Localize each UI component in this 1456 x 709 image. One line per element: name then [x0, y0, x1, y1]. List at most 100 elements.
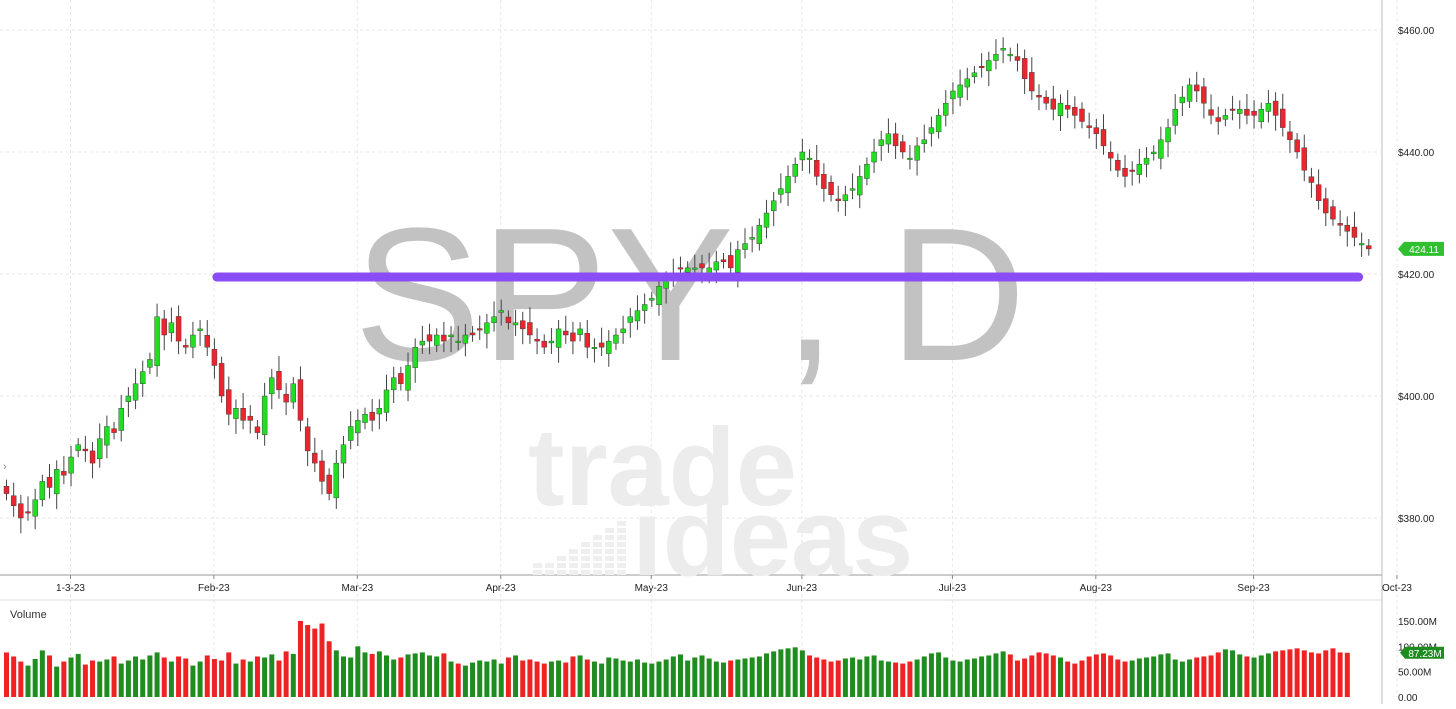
candle: [3, 479, 10, 501]
candle-body: [914, 145, 920, 161]
volume-bar: [670, 656, 676, 697]
volume-bar: [1115, 659, 1121, 697]
volume-bar: [591, 661, 597, 697]
trade-ideas-logo: trade ideas: [528, 406, 913, 599]
candle: [46, 464, 53, 499]
candle: [247, 405, 253, 434]
volume-bar: [584, 659, 590, 697]
volume-bar: [821, 659, 827, 697]
candle: [584, 320, 590, 359]
date-tick-label: Mar-23: [341, 583, 373, 594]
volume-bar: [462, 665, 468, 697]
candle: [986, 51, 992, 87]
candle-body: [1272, 100, 1279, 116]
candle-body: [383, 389, 390, 413]
logo-bar: [617, 556, 626, 561]
volume-bar: [455, 663, 461, 697]
candle: [778, 173, 784, 204]
candle-body: [978, 66, 985, 68]
candle: [835, 185, 841, 212]
volume-bar: [677, 654, 683, 697]
volume-bar: [75, 653, 81, 697]
volume-bar: [283, 651, 289, 697]
candle: [484, 313, 490, 349]
candle: [168, 307, 175, 342]
volume-bar: [1086, 656, 1092, 697]
candle-body: [97, 438, 103, 460]
volume-bar: [1079, 660, 1085, 697]
candle: [914, 137, 920, 176]
volume-bar: [1014, 660, 1020, 697]
candle: [290, 377, 296, 409]
logo-bar: [605, 535, 614, 540]
candle-body: [778, 188, 784, 195]
candle-body: [390, 377, 397, 391]
logo-bar: [605, 570, 614, 575]
candle-body: [1244, 109, 1250, 116]
candle: [900, 134, 906, 159]
volume-bar: [921, 656, 927, 697]
candle-body: [1194, 84, 1200, 92]
date-tick-label: Jul-23: [939, 583, 967, 594]
volume-bar: [1144, 657, 1150, 697]
candle-body: [247, 415, 253, 421]
volume-bar: [269, 654, 275, 697]
candle: [376, 399, 383, 430]
last-volume-tag: [1400, 646, 1444, 659]
candle-body: [1366, 245, 1372, 250]
candle-body: [333, 462, 340, 499]
candle: [140, 360, 146, 397]
candle: [1244, 94, 1250, 125]
candle-body: [1358, 243, 1365, 246]
candle-body: [792, 163, 798, 177]
candle-body: [1229, 108, 1236, 111]
candle-body: [735, 249, 741, 273]
price-axis: $380.00 $400.00 $420.00 $440.00 $460.00 424.1…: [1398, 26, 1444, 525]
candle: [1344, 216, 1350, 247]
volume-bar: [1122, 661, 1128, 697]
candle-body: [770, 200, 777, 212]
candle: [111, 421, 117, 440]
candle: [512, 309, 519, 336]
candle: [1036, 84, 1042, 111]
candle: [426, 323, 433, 355]
volume-bar: [297, 621, 303, 697]
logo-bar: [593, 542, 602, 547]
candle-body: [254, 426, 261, 433]
candle: [1222, 108, 1229, 127]
gridlines: [0, 0, 1398, 704]
candle-body: [1014, 56, 1021, 61]
volume-bar: [90, 660, 96, 697]
candle-body: [971, 72, 978, 77]
candle-body: [104, 426, 110, 446]
expand-arrow-icon[interactable]: ›: [3, 461, 7, 473]
candle: [254, 420, 261, 440]
candle-body: [304, 426, 311, 452]
candle: [25, 496, 31, 521]
volume-bar: [606, 657, 612, 697]
candle-body: [347, 426, 354, 441]
volume-bar: [842, 658, 848, 697]
candle: [1215, 106, 1221, 135]
candle: [885, 118, 892, 153]
candle-body: [935, 115, 942, 133]
volume-bar: [333, 650, 339, 697]
logo-bar: [557, 570, 566, 575]
candle-body: [993, 54, 999, 61]
candle-body: [720, 259, 727, 263]
volume-bar: [405, 654, 411, 697]
candle-body: [111, 428, 117, 433]
candle-body: [283, 393, 289, 403]
volume-bar: [348, 657, 354, 697]
candle: [297, 366, 304, 432]
volume-bar: [470, 662, 476, 697]
candle-body: [627, 316, 633, 323]
candle-body: [1079, 108, 1085, 122]
candle: [240, 392, 246, 430]
candle-body: [1107, 152, 1114, 159]
volume-pane: Volume: [4, 609, 1350, 697]
volume-bar: [950, 660, 956, 697]
volume-bar: [907, 661, 913, 697]
date-tick-label: May-23: [635, 583, 669, 594]
candle-body: [957, 84, 963, 98]
